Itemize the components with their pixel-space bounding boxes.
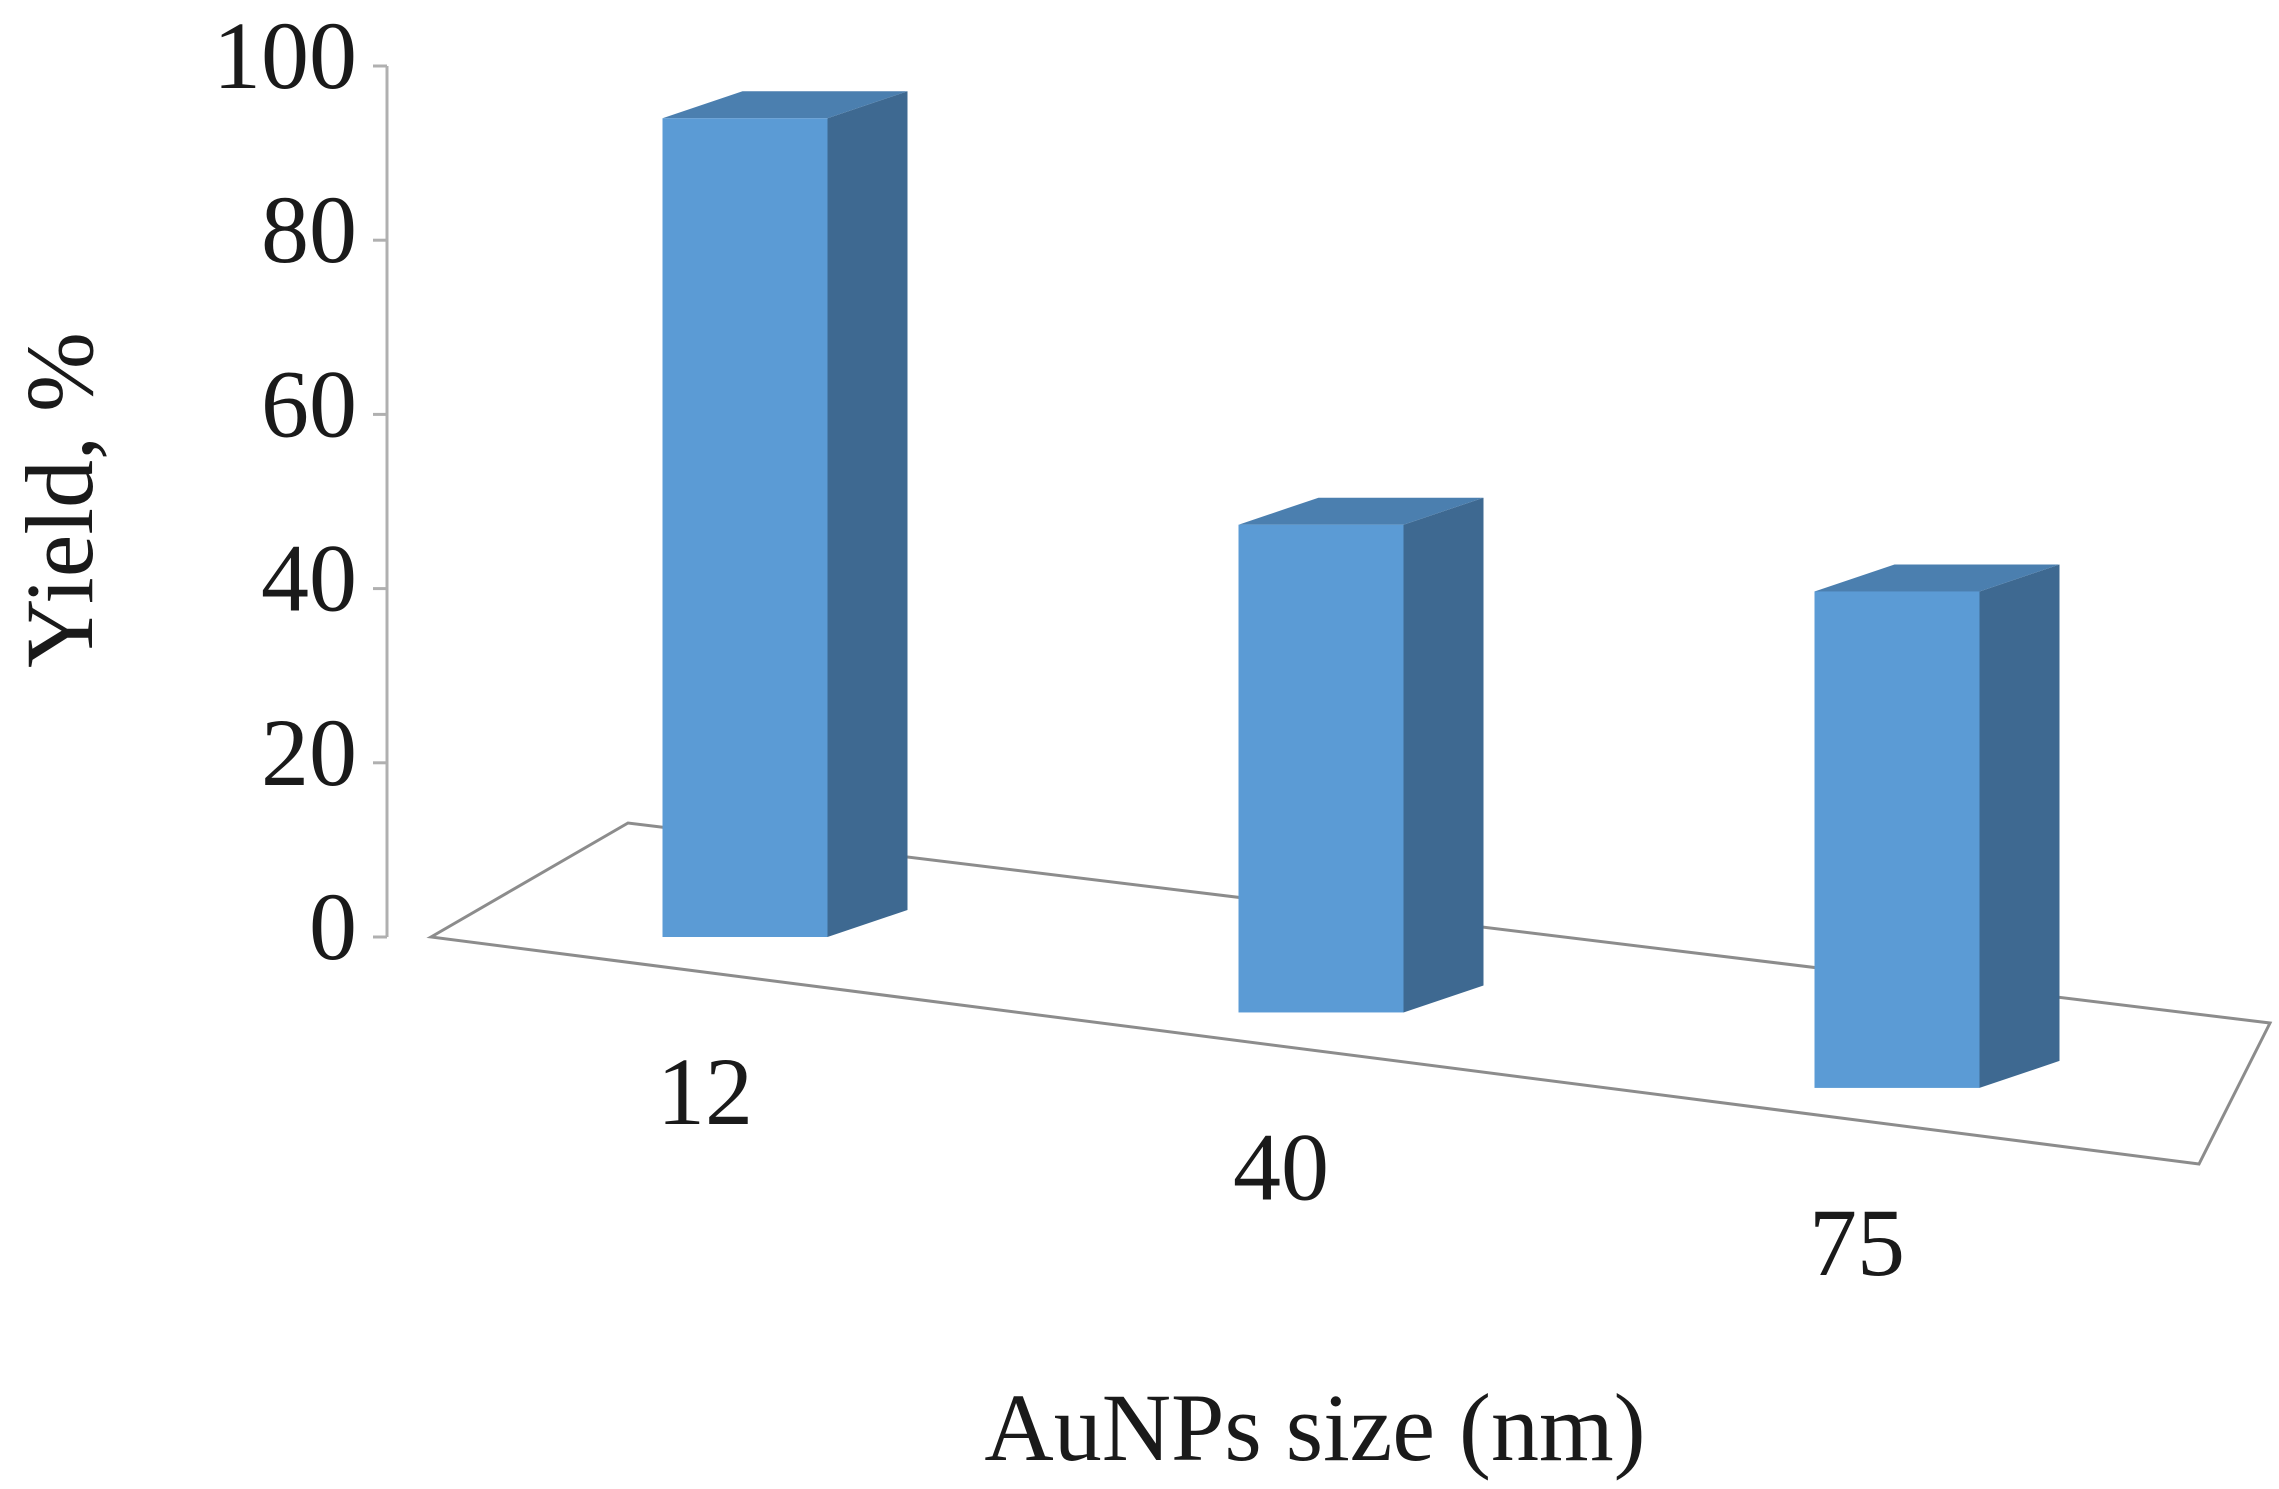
bar: [1814, 591, 1980, 1088]
y-axis-title: Yield, %: [6, 332, 113, 668]
bar-side: [1979, 564, 2060, 1088]
y-tick-label: 100: [213, 2, 357, 109]
x-tick-label: 12: [657, 1038, 753, 1145]
bar-top: [662, 91, 908, 119]
x-axis-title: AuNPs size (nm): [984, 1374, 1645, 1481]
y-tick-label: 60: [261, 350, 357, 457]
x-tick-label: 75: [1809, 1189, 1905, 1296]
bar: [662, 118, 828, 937]
bar-side: [827, 91, 908, 937]
y-tick-label: 80: [261, 176, 357, 283]
bar-top: [1238, 497, 1484, 525]
y-tick-label: 20: [261, 699, 357, 806]
floor: [426, 821, 2273, 1166]
bar-side: [1403, 497, 1484, 1013]
y-tick-label: 0: [309, 873, 357, 980]
bar: [1238, 524, 1404, 1013]
bar-top: [1814, 564, 2060, 592]
x-tick-label: 40: [1233, 1113, 1329, 1220]
y-tick-label: 40: [261, 525, 357, 632]
